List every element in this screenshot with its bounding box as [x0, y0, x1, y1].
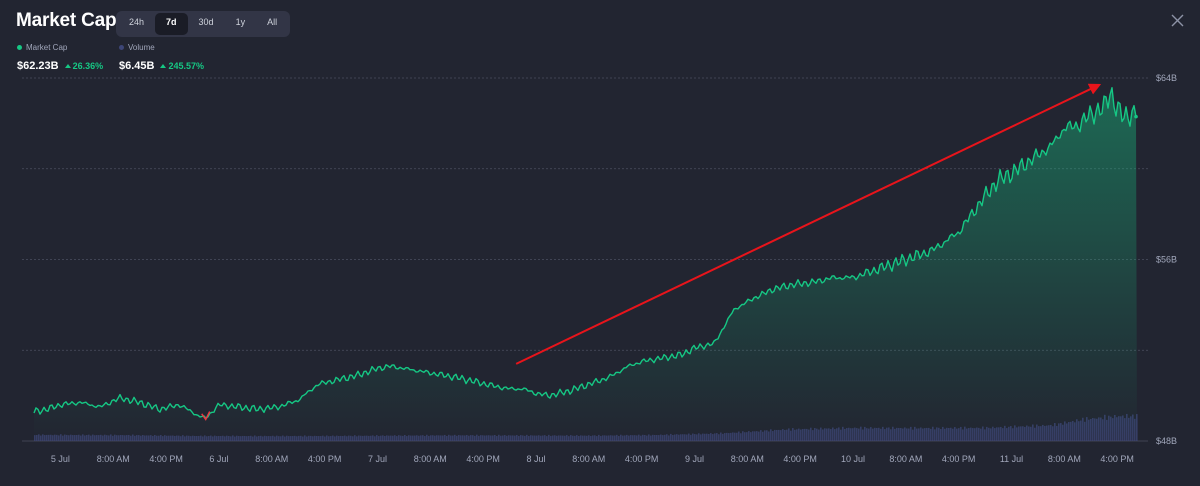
x-tick-label: 4:00 PM	[308, 454, 342, 464]
market-cap-line	[33, 87, 1137, 419]
x-tick-label: 8:00 AM	[731, 454, 764, 464]
x-tick-label: 4:00 PM	[783, 454, 817, 464]
time-range-tabs: 24h 7d 30d 1y All	[116, 11, 291, 37]
market-cap-dot-icon	[17, 45, 22, 50]
x-tick-label: 4:00 PM	[466, 454, 500, 464]
x-tick-label: 8:00 AM	[97, 454, 130, 464]
volume-value: $6.45B	[119, 60, 155, 72]
legend-volume-label: Volume	[128, 43, 155, 52]
tab-all[interactable]: All	[267, 17, 278, 27]
volume-change: 245.57%	[168, 61, 205, 71]
y-tick-label: $56B	[1156, 255, 1177, 265]
x-tick-label: 9 Jul	[685, 454, 704, 464]
x-tick-label: 4:00 PM	[1100, 454, 1134, 464]
legend-volume: Volume $6.45B 245.57%	[119, 43, 204, 72]
trend-arrow	[515, 83, 1102, 365]
x-tick-label: 8:00 AM	[572, 454, 605, 464]
x-tick-label: 7 Jul	[368, 454, 387, 464]
market-cap-area	[34, 87, 1137, 441]
up-triangle-icon	[64, 64, 71, 68]
legend-market-cap: Market Cap $62.23B 26.36%	[17, 43, 103, 72]
market-cap-end-point	[1134, 114, 1138, 119]
x-tick-label: 8 Jul	[526, 454, 545, 464]
x-tick-label: 8:00 AM	[255, 454, 288, 464]
close-icon-glyph	[1171, 14, 1184, 27]
chart-title: Market Cap	[16, 10, 117, 31]
x-tick-label: 4:00 PM	[942, 454, 976, 464]
up-triangle-icon	[160, 64, 167, 68]
x-tick-label: 6 Jul	[209, 454, 228, 464]
x-tick-label: 10 Jul	[841, 454, 865, 464]
market-cap-dip-segment	[201, 411, 211, 421]
tab-1y[interactable]: 1y	[235, 17, 246, 27]
x-tick-label: 8:00 AM	[414, 454, 447, 464]
x-tick-label: 4:00 PM	[625, 454, 659, 464]
tab-30d[interactable]: 30d	[198, 17, 214, 27]
y-tick-label: $48B	[1156, 436, 1177, 446]
volume-dot-icon	[119, 45, 124, 50]
x-tick-label: 8:00 AM	[889, 454, 922, 464]
market-cap-change: 26.36%	[72, 61, 104, 71]
legend-market-cap-label: Market Cap	[26, 43, 68, 52]
x-tick-label: 5 Jul	[51, 454, 70, 464]
y-tick-label: $64B	[1156, 73, 1177, 83]
x-tick-label: 8:00 AM	[1048, 454, 1081, 464]
close-icon[interactable]	[1171, 14, 1184, 27]
x-tick-label: 4:00 PM	[149, 454, 183, 464]
tab-24h[interactable]: 24h	[129, 17, 145, 27]
x-tick-label: 11 Jul	[1000, 454, 1023, 464]
market-cap-value: $62.23B	[17, 60, 59, 72]
tab-7d[interactable]: 7d	[155, 13, 188, 35]
